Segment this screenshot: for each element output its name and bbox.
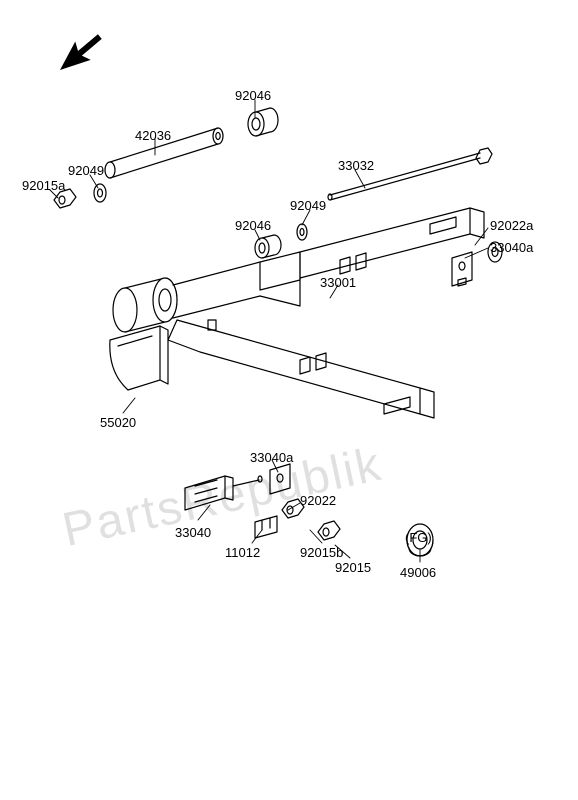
parts-diagram: 92046420369204992015a3303292049920469202…	[0, 0, 578, 800]
part-92049-left	[94, 184, 106, 202]
part-33032-bolt	[328, 148, 492, 200]
part-33040a-bottom	[270, 464, 290, 494]
part-33040-adjuster	[185, 476, 262, 510]
direction-arrow	[52, 27, 107, 79]
part-92015-nut	[318, 521, 340, 540]
part-55020-guard	[110, 326, 168, 390]
part-label-33001: 33001	[320, 275, 356, 290]
part-label-49006: 49006	[400, 565, 436, 580]
part-92046-top	[248, 108, 278, 136]
part-33001-swingarm	[113, 208, 484, 418]
part-label-92015a: 92015a	[22, 178, 65, 193]
part-label-92049_left: 92049	[68, 163, 104, 178]
diagram-lineart	[0, 0, 578, 800]
part-label-92046_mid: 92046	[235, 218, 271, 233]
part-label-92015b: 92015b	[300, 545, 343, 560]
part-label-33040a_b: 33040a	[250, 450, 293, 465]
part-label-42036: 42036	[135, 128, 171, 143]
part-label-33032: 33032	[338, 158, 374, 173]
part-label-92046_top: 92046	[235, 88, 271, 103]
part-label-92022: 92022	[300, 493, 336, 508]
part-33040a-right	[452, 252, 472, 286]
part-92049-mid	[297, 224, 307, 240]
part-label-fg: (FG)	[405, 530, 432, 545]
part-label-92015: 92015	[335, 560, 371, 575]
part-label-33040: 33040	[175, 525, 211, 540]
part-label-55020: 55020	[100, 415, 136, 430]
part-label-92049_mid: 92049	[290, 198, 326, 213]
part-label-11012: 11012	[225, 545, 260, 560]
part-label-33040a_r: 33040a	[490, 240, 533, 255]
part-label-92022a: 92022a	[490, 218, 533, 233]
